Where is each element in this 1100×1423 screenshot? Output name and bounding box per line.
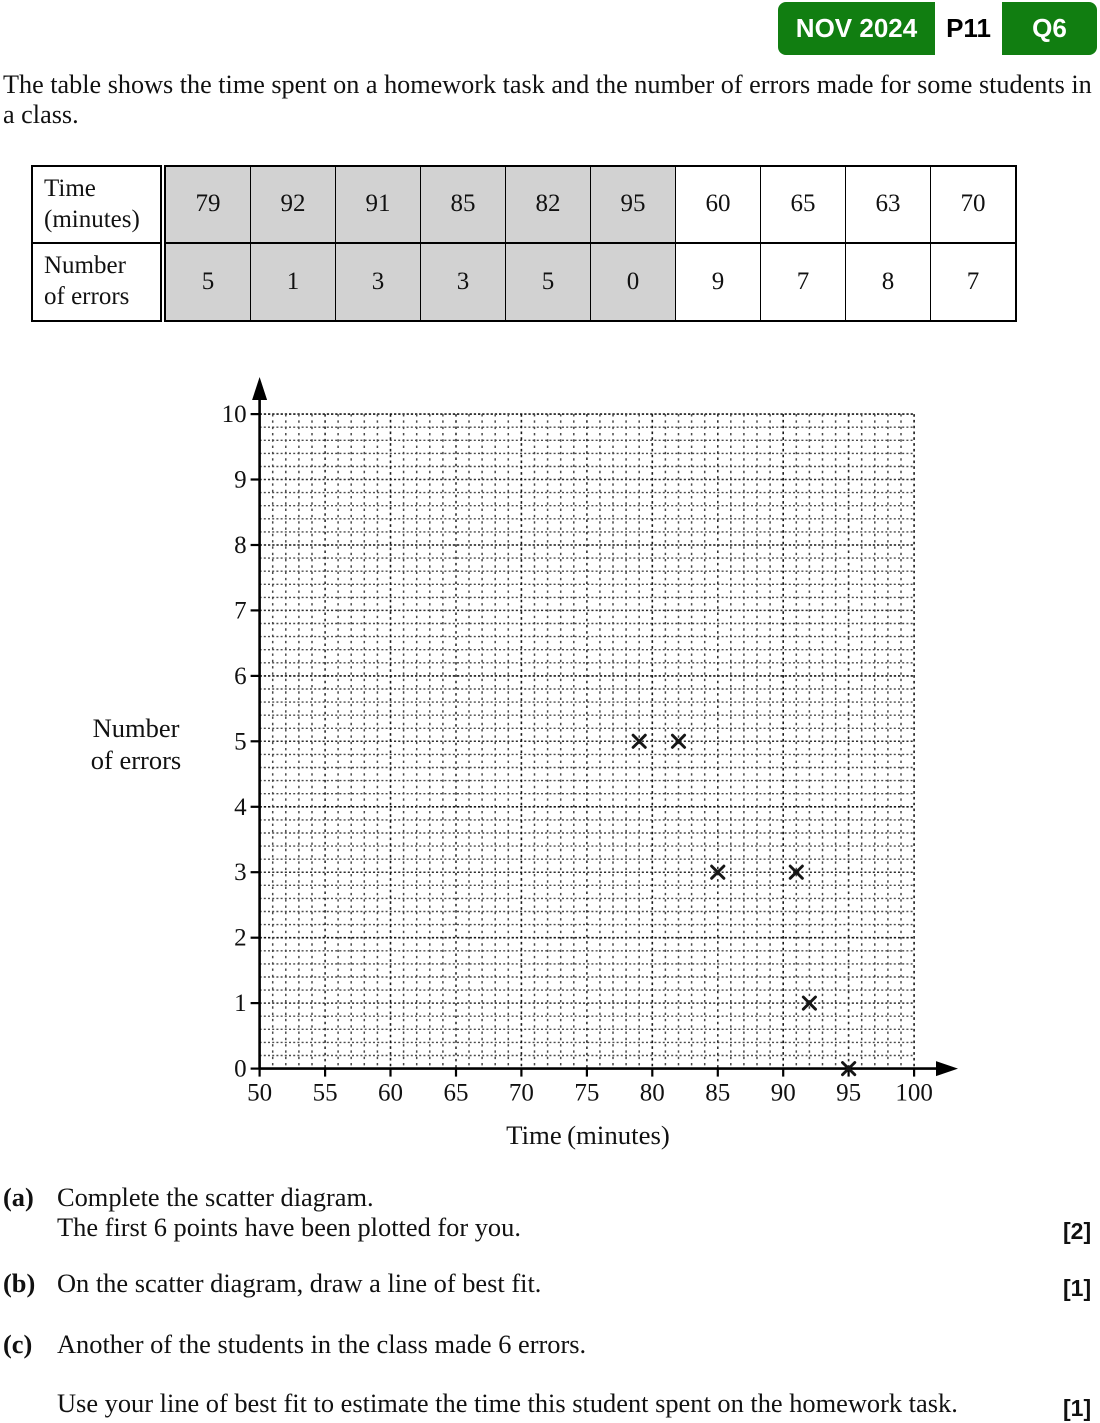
svg-text:55: 55 xyxy=(313,1080,338,1107)
svg-text:75: 75 xyxy=(574,1080,599,1107)
svg-text:2: 2 xyxy=(234,925,247,952)
svg-text:65: 65 xyxy=(444,1080,469,1107)
svg-text:60: 60 xyxy=(378,1080,403,1107)
svg-text:3: 3 xyxy=(234,859,247,886)
svg-text:90: 90 xyxy=(771,1080,796,1107)
svg-text:70: 70 xyxy=(509,1080,534,1107)
svg-text:7: 7 xyxy=(234,597,247,624)
svg-text:4: 4 xyxy=(234,794,247,821)
svg-text:8: 8 xyxy=(234,532,247,559)
svg-text:9: 9 xyxy=(234,467,247,494)
svg-text:85: 85 xyxy=(705,1080,730,1107)
svg-text:95: 95 xyxy=(836,1080,861,1107)
svg-text:1: 1 xyxy=(234,990,247,1017)
svg-text:50: 50 xyxy=(247,1080,272,1107)
svg-text:6: 6 xyxy=(234,663,247,690)
svg-text:5: 5 xyxy=(234,728,247,755)
svg-text:80: 80 xyxy=(640,1080,665,1107)
svg-text:100: 100 xyxy=(895,1080,933,1107)
svg-text:10: 10 xyxy=(222,401,247,428)
svg-text:0: 0 xyxy=(234,1056,247,1083)
